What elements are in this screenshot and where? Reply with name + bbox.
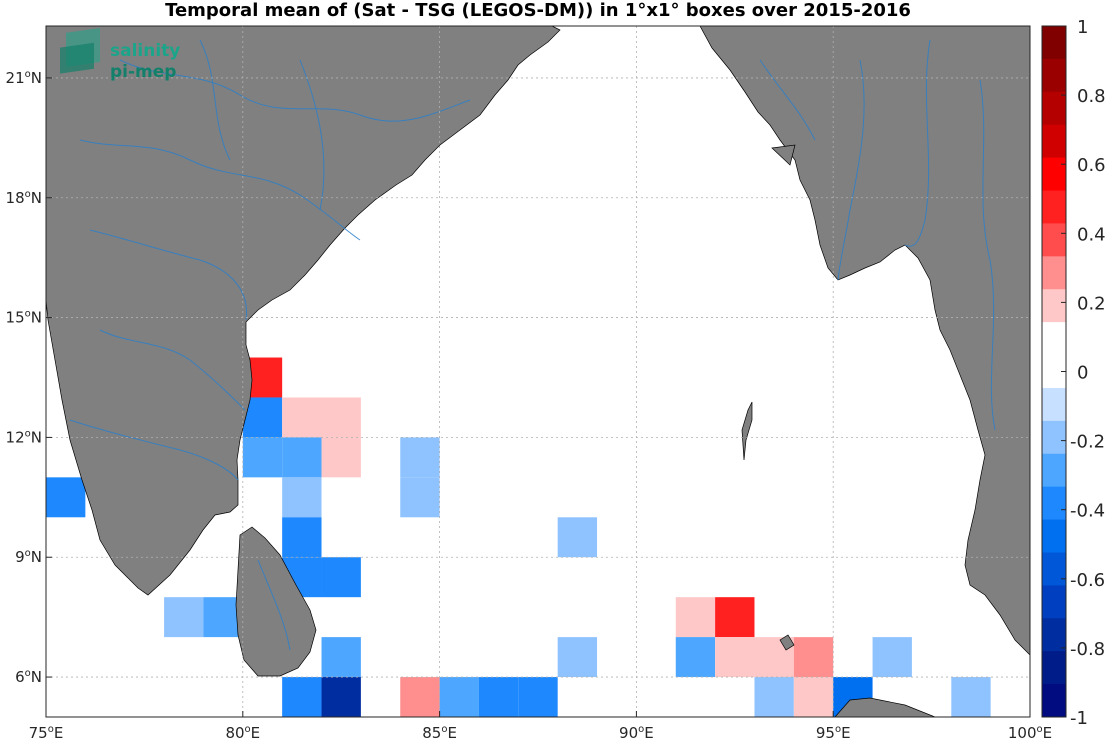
colorbar-tick-label: -0.4 [1070, 501, 1105, 522]
colorbar-segment [1042, 289, 1066, 323]
logo-text-pimep: pi-mep [110, 62, 176, 82]
data-cell [400, 437, 440, 478]
data-cell [557, 517, 598, 558]
colorbar-segment [1042, 618, 1066, 652]
land-sri-lanka [235, 526, 317, 677]
y-tick-label: 15oN [6, 309, 42, 327]
colorbar [1042, 26, 1066, 718]
data-cell [439, 677, 479, 717]
chart-title: Temporal mean of (Sat - TSG (LEGOS-DM)) … [165, 0, 911, 21]
land-small-island [771, 144, 796, 166]
x-tick-label: 100oE [1008, 724, 1052, 740]
colorbar-segment [1042, 58, 1066, 93]
y-tick-label: 6oN [15, 668, 42, 686]
colorbar-ticks: 1 0.8 0.6 0.4 0.2 0 -0.2 -0.4 -0.6 -0.8 -1 [1061, 17, 1106, 729]
data-cell [793, 637, 834, 678]
x-tick-label: 85oE [422, 724, 457, 740]
colorbar-segment [1042, 26, 1066, 60]
gridlines [46, 26, 1030, 717]
colorbar-tick-label: -1 [1070, 708, 1088, 729]
y-axis-ticks: 6oN 9oN 12oN 15oN 18oN 21oN [6, 69, 52, 686]
land-andaman [741, 401, 753, 461]
data-cell [675, 597, 716, 638]
colorbar-segment [1042, 157, 1066, 192]
logo-text-salinity: salinity [110, 41, 180, 61]
data-cell [321, 397, 361, 438]
data-cell [164, 597, 204, 638]
rivers [69, 39, 996, 651]
data-cell [282, 477, 322, 518]
data-cell [715, 637, 755, 678]
colorbar-tick-label: 0 [1077, 363, 1088, 384]
colorbar-tick-label: 1 [1077, 17, 1088, 38]
y-tick-label: 18oN [6, 189, 42, 207]
x-tick-label: 90oE [619, 724, 654, 740]
salinity-pimep-logo: salinity pi-mep [60, 27, 180, 82]
data-cell [282, 517, 322, 558]
colorbar-segment [1042, 651, 1066, 685]
data-cell [282, 397, 322, 438]
data-cell [400, 477, 440, 518]
data-cell [478, 677, 519, 717]
colorbar-segment [1042, 519, 1066, 553]
colorbar-tick-label: -0.2 [1070, 432, 1105, 453]
data-cell [793, 677, 834, 717]
data-cell [282, 437, 322, 478]
colorbar-segment [1042, 684, 1066, 718]
colorbar-tick-label: 0.4 [1077, 224, 1106, 245]
land-masses [46, 26, 1030, 717]
data-cell [557, 637, 598, 678]
colorbar-segment [1042, 585, 1066, 619]
colorbar-segment [1042, 552, 1066, 586]
data-cell [754, 677, 794, 717]
data-cell [321, 677, 361, 717]
x-tick-label: 75oE [29, 724, 64, 740]
x-tick-label: 95oE [816, 724, 851, 740]
data-cell [46, 477, 86, 518]
plot-frame [45, 25, 1031, 718]
colorbar-tick-label: 0.8 [1077, 86, 1106, 107]
colorbar-tick-label: -0.6 [1070, 570, 1105, 591]
colorbar-segment [1042, 322, 1066, 356]
colorbar-segment [1042, 420, 1066, 455]
colorbar-segment [1042, 190, 1066, 224]
data-cell [242, 437, 283, 478]
colorbar-segment [1042, 223, 1066, 257]
data-cell [400, 677, 440, 717]
colorbar-segment [1042, 124, 1066, 159]
data-cell [242, 397, 283, 438]
x-axis-ticks: 75oE 80oE 85oE 90oE 95oE 100oE [29, 711, 1052, 740]
colorbar-tick-label: 0.6 [1077, 155, 1106, 176]
colorbar-segment [1042, 453, 1066, 488]
data-cell [715, 597, 755, 638]
data-cell [282, 677, 322, 717]
data-cell [872, 637, 912, 678]
land-india [46, 26, 561, 596]
data-cell [321, 437, 361, 478]
data-cell [321, 557, 361, 598]
logo-mark-front [60, 42, 94, 74]
data-cell [321, 637, 361, 678]
y-tick-label: 9oN [15, 548, 42, 566]
data-cells [46, 357, 991, 717]
land-nicobar [779, 634, 795, 651]
x-tick-label: 80oE [225, 724, 260, 740]
y-tick-label: 21oN [6, 69, 42, 87]
colorbar-tick-label: -0.8 [1070, 639, 1105, 660]
colorbar-tick-label: 0.2 [1077, 293, 1106, 314]
land-sumatra [834, 697, 936, 717]
colorbar-segment [1042, 256, 1066, 290]
data-cell [951, 677, 991, 717]
y-tick-label: 12oN [6, 428, 42, 446]
colorbar-segment [1042, 387, 1066, 422]
data-cell [675, 637, 716, 678]
colorbar-segment [1042, 486, 1066, 521]
colorbar-segment [1042, 91, 1066, 126]
data-cell [518, 677, 558, 717]
